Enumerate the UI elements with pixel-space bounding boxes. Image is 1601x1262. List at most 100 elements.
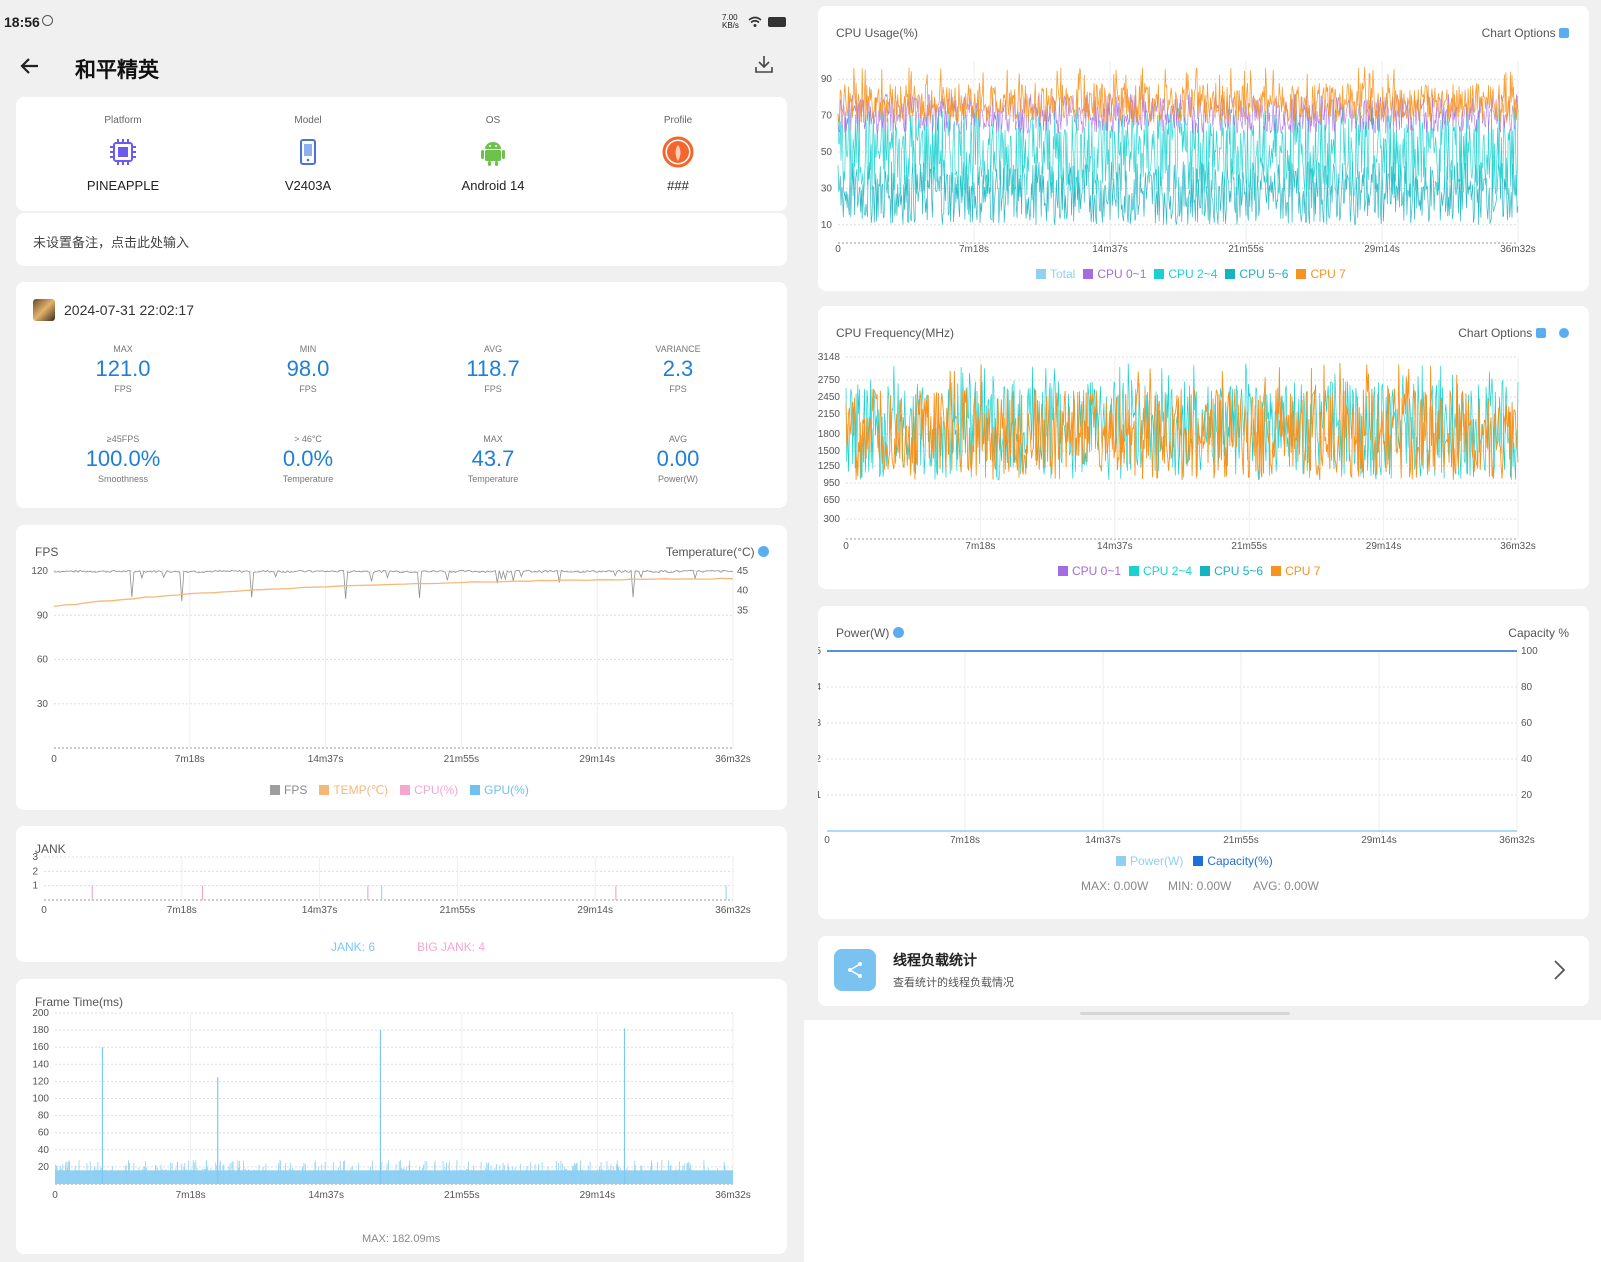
y-tick-label: 140 <box>32 1059 49 1070</box>
thread-title: 线程负载统计 <box>893 952 977 968</box>
stat-value: 100.0% <box>85 446 161 471</box>
jank-chart-card: JANK 3 2 1 0 7m18s 14m37s 21m55s 29m14s 36m32s J… <box>16 826 787 962</box>
cpu-freq-title: CPU Frequency(MHz) <box>836 326 955 340</box>
legend-fps[interactable]: FPS <box>270 783 307 797</box>
x-tick-label: 0 <box>835 244 841 255</box>
page-title: 和平精英 <box>75 59 159 82</box>
x-tick-label: 21m55s <box>1223 835 1259 846</box>
profile-column: Profile ### <box>583 97 773 193</box>
stat-avg-power: AVG 0.00 Power(W) <box>583 434 773 484</box>
x-tick-label: 36m32s <box>1499 835 1535 846</box>
back-arrow-icon[interactable] <box>18 54 42 78</box>
stat-avg-fps: AVG 118.7 FPS <box>398 344 588 394</box>
x-tick-label: 29m14s <box>579 754 615 765</box>
legend-cpu56-label: CPU 5~6 <box>1239 267 1289 281</box>
x-tick-label: 7m18s <box>175 754 205 765</box>
y-tick-label: 2 <box>32 866 38 877</box>
fps-series-line <box>53 569 733 602</box>
os-column: OS Android 14 <box>398 97 588 193</box>
cpu-freq-legend: CPU 0~1 CPU 2~4 CPU 5~6 CPU 7 <box>1058 564 1320 578</box>
y-tick-label: 4 <box>818 682 821 693</box>
platform-value: PINEAPPLE <box>86 178 160 193</box>
platform-column: Platform PINEAPPLE <box>28 97 218 193</box>
legend-power-label: Power(W) <box>1130 854 1184 868</box>
y-tick-label: 950 <box>823 478 840 489</box>
battery-icon <box>768 17 786 27</box>
stat-key: > 46°C <box>294 434 322 444</box>
stat-max-temp: MAX 43.7 Temperature <box>398 434 588 484</box>
cpu-freq-chart: 3148 2750 2450 2150 1800 1500 1250 950 650 300 0 7m… <box>818 352 1536 552</box>
x-tick-label: 29m14s <box>580 1190 616 1201</box>
thread-load-card[interactable]: 线程负载统计 查看统计的线程负载情况 <box>818 936 1589 1006</box>
x-tick-label: 7m18s <box>167 905 197 916</box>
stat-value: 43.7 <box>471 446 515 471</box>
cpu7-series-line <box>845 362 1519 481</box>
power-chart-card: Power(W) Capacity % 5 4 3 2 1 0 7m18s 14m37s 21m… <box>818 606 1589 919</box>
legend-cpu[interactable]: CPU(%) <box>400 783 458 797</box>
stat-unit: FPS <box>114 384 132 394</box>
x-tick-label: 29m14s <box>1361 835 1397 846</box>
legend-temp[interactable]: TEMP(℃) <box>319 783 388 797</box>
fps-legend: FPS TEMP(℃) CPU(%) GPU(%) <box>270 783 529 797</box>
stat-temp-over: > 46°C 0.0% Temperature <box>213 434 403 484</box>
chart-options-label: Chart Options <box>1458 326 1533 340</box>
cpu-usage-options[interactable]: Chart Options <box>1482 26 1569 40</box>
y2-tick-label: 45 <box>737 566 749 577</box>
x-tick-label: 21m55s <box>444 754 480 765</box>
temperature-axis-title: Temperature(°C) <box>666 545 769 559</box>
stat-key: AVG <box>483 344 503 354</box>
y-tick-label: 3148 <box>818 352 840 363</box>
cpu-usage-title: CPU Usage(%) <box>836 26 919 40</box>
x-tick-label: 21m55s <box>440 905 476 916</box>
y2-tick-label: 80 <box>1521 682 1533 693</box>
legend-cpu24[interactable]: CPU 2~4 <box>1129 564 1192 578</box>
y-tick-label: 2450 <box>818 392 840 403</box>
legend-temp-label: TEMP(℃) <box>333 783 389 797</box>
x-tick-label: 21m55s <box>444 1190 480 1201</box>
stat-value: 0.00 <box>656 446 700 471</box>
jank-legend: JANK: 6 BIG JANK: 4 <box>331 940 485 954</box>
legend-cpu01[interactable]: CPU 0~1 <box>1083 267 1146 281</box>
chart-options-label: Chart Options <box>1481 26 1556 40</box>
legend-cpu7[interactable]: CPU 7 <box>1271 564 1320 578</box>
profile-value: ### <box>667 178 689 193</box>
stat-key: MIN <box>299 344 317 354</box>
legend-cpu-label: CPU(%) <box>414 783 459 797</box>
legend-cpu56[interactable]: CPU 5~6 <box>1225 267 1288 281</box>
legend-cpu01[interactable]: CPU 0~1 <box>1058 564 1121 578</box>
x-tick-label: 29m14s <box>1364 244 1400 255</box>
legend-capacity[interactable]: Capacity(%) <box>1193 854 1273 868</box>
jank-chart-title: JANK <box>35 842 66 856</box>
legend-cpu24[interactable]: CPU 2~4 <box>1154 267 1217 281</box>
y-tick-label: 1 <box>818 790 821 801</box>
y-tick-label: 20 <box>38 1162 50 1173</box>
note-card[interactable]: 未设置备注，点击此处输入 <box>16 213 787 266</box>
x-tick-label: 36m32s <box>1500 244 1536 255</box>
y-tick-label: 1 <box>32 881 38 892</box>
legend-gpu[interactable]: GPU(%) <box>470 783 529 797</box>
legend-cpu7[interactable]: CPU 7 <box>1296 267 1346 281</box>
stat-smoothness: ≥45FPS 100.0% Smoothness <box>28 434 218 484</box>
legend-cpu56-label: CPU 5~6 <box>1214 564 1264 578</box>
y2-tick-label: 100 <box>1521 646 1538 657</box>
stat-value: 0.0% <box>282 446 334 471</box>
stat-key: MAX <box>483 434 503 444</box>
cpu-usage-chart: 90 70 50 30 10 0 7m18s 14m37s 21m55s 29m14s 36m32s <box>821 61 1536 255</box>
legend-total[interactable]: Total <box>1036 267 1075 281</box>
toggle-icon[interactable] <box>892 627 904 638</box>
stat-min-fps: MIN 98.0 FPS <box>213 344 403 394</box>
capacity-axis-title: Capacity % <box>1508 626 1569 640</box>
legend-power[interactable]: Power(W) <box>1116 854 1183 868</box>
legend-cpu56[interactable]: CPU 5~6 <box>1200 564 1263 578</box>
cpu-freq-options[interactable]: Chart Options <box>1458 326 1569 340</box>
download-icon[interactable] <box>754 54 774 74</box>
y-tick-label: 300 <box>823 514 840 525</box>
thread-subtitle: 查看统计的线程负载情况 <box>893 977 1014 989</box>
cpu56-series-line <box>837 161 1519 226</box>
note-placeholder[interactable]: 未设置备注，点击此处输入 <box>33 235 190 250</box>
frametime-base-area <box>55 1170 733 1184</box>
chevron-right-icon[interactable] <box>1549 958 1569 982</box>
toggle-icon[interactable] <box>758 546 769 557</box>
stats-card: 2024-07-31 22:02:17 MAX 121.0 FPS MIN 98… <box>16 282 787 508</box>
